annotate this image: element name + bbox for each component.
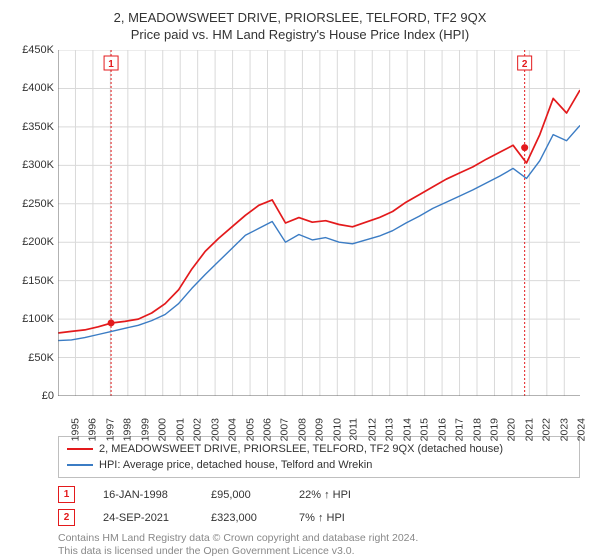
x-tick-label: 2012	[366, 418, 378, 441]
x-tick-label: 1997	[104, 418, 116, 441]
x-tick-label: 2004	[226, 418, 238, 441]
y-tick-label: £200K	[22, 236, 54, 248]
marker-box: 2	[58, 509, 75, 526]
y-tick-label: £250K	[22, 198, 54, 210]
x-tick-label: 2014	[401, 418, 413, 441]
x-tick-label: 2006	[261, 418, 273, 441]
x-tick-label: 2023	[558, 418, 570, 441]
y-tick-label: £350K	[22, 121, 54, 133]
legend-row: HPI: Average price, detached house, Telf…	[67, 457, 571, 473]
y-tick-label: £50K	[28, 352, 54, 364]
marker-date: 16-JAN-1998	[103, 489, 183, 501]
x-tick-label: 2018	[471, 418, 483, 441]
chart-svg: 12	[58, 50, 580, 396]
x-tick-label: 1999	[139, 418, 151, 441]
legend: 2, MEADOWSWEET DRIVE, PRIORSLEE, TELFORD…	[58, 436, 580, 478]
chart-area: 12 £0£50K£100K£150K£200K£250K£300K£350K£…	[58, 50, 580, 396]
x-tick-label: 2019	[488, 418, 500, 441]
marker-delta: 22% ↑ HPI	[299, 489, 351, 501]
x-tick-label: 2008	[296, 418, 308, 441]
x-tick-label: 2003	[209, 418, 221, 441]
y-tick-label: £400K	[22, 82, 54, 94]
y-tick-label: £0	[42, 390, 54, 402]
x-tick-label: 2017	[453, 418, 465, 441]
footer: Contains HM Land Registry data © Crown c…	[58, 532, 580, 558]
x-tick-label: 2013	[384, 418, 396, 441]
x-tick-label: 2020	[506, 418, 518, 441]
y-tick-label: £300K	[22, 159, 54, 171]
legend-label: HPI: Average price, detached house, Telf…	[99, 459, 372, 471]
x-tick-label: 2001	[174, 418, 186, 441]
x-tick-label: 2022	[541, 418, 553, 441]
marker-box: 1	[58, 486, 75, 503]
x-tick-label: 2002	[192, 418, 204, 441]
legend-label: 2, MEADOWSWEET DRIVE, PRIORSLEE, TELFORD…	[99, 443, 503, 455]
marker-row: 1 16-JAN-1998 £95,000 22% ↑ HPI	[58, 486, 580, 503]
x-tick-label: 1998	[122, 418, 134, 441]
x-tick-label: 2024	[576, 418, 588, 441]
marker-row: 2 24-SEP-2021 £323,000 7% ↑ HPI	[58, 509, 580, 526]
x-axis-labels: 1995199619971998199920002001200220032004…	[58, 396, 580, 430]
x-tick-label: 1996	[87, 418, 99, 441]
marker-price: £323,000	[211, 512, 271, 524]
marker-date: 24-SEP-2021	[103, 512, 183, 524]
marker-delta: 7% ↑ HPI	[299, 512, 345, 524]
chart-title-line2: Price paid vs. HM Land Registry's House …	[14, 27, 586, 42]
x-tick-label: 2000	[157, 418, 169, 441]
x-tick-label: 2015	[419, 418, 431, 441]
x-tick-label: 2010	[331, 418, 343, 441]
footer-line1: Contains HM Land Registry data © Crown c…	[58, 532, 580, 545]
x-tick-label: 1995	[69, 418, 81, 441]
y-tick-label: £150K	[22, 275, 54, 287]
legend-swatch	[67, 448, 93, 450]
x-tick-label: 2009	[314, 418, 326, 441]
x-tick-label: 2021	[523, 418, 535, 441]
svg-text:1: 1	[108, 59, 114, 70]
x-tick-label: 2011	[348, 418, 360, 441]
svg-text:2: 2	[522, 59, 528, 70]
x-tick-label: 2016	[436, 418, 448, 441]
x-tick-label: 2005	[244, 418, 256, 441]
footer-line2: This data is licensed under the Open Gov…	[58, 545, 580, 558]
chart-title-line1: 2, MEADOWSWEET DRIVE, PRIORSLEE, TELFORD…	[14, 10, 586, 25]
y-tick-label: £450K	[22, 44, 54, 56]
x-tick-label: 2007	[279, 418, 291, 441]
y-tick-label: £100K	[22, 313, 54, 325]
legend-row: 2, MEADOWSWEET DRIVE, PRIORSLEE, TELFORD…	[67, 441, 571, 457]
marker-price: £95,000	[211, 489, 271, 501]
marker-table: 1 16-JAN-1998 £95,000 22% ↑ HPI 2 24-SEP…	[58, 486, 580, 526]
legend-swatch	[67, 464, 93, 466]
